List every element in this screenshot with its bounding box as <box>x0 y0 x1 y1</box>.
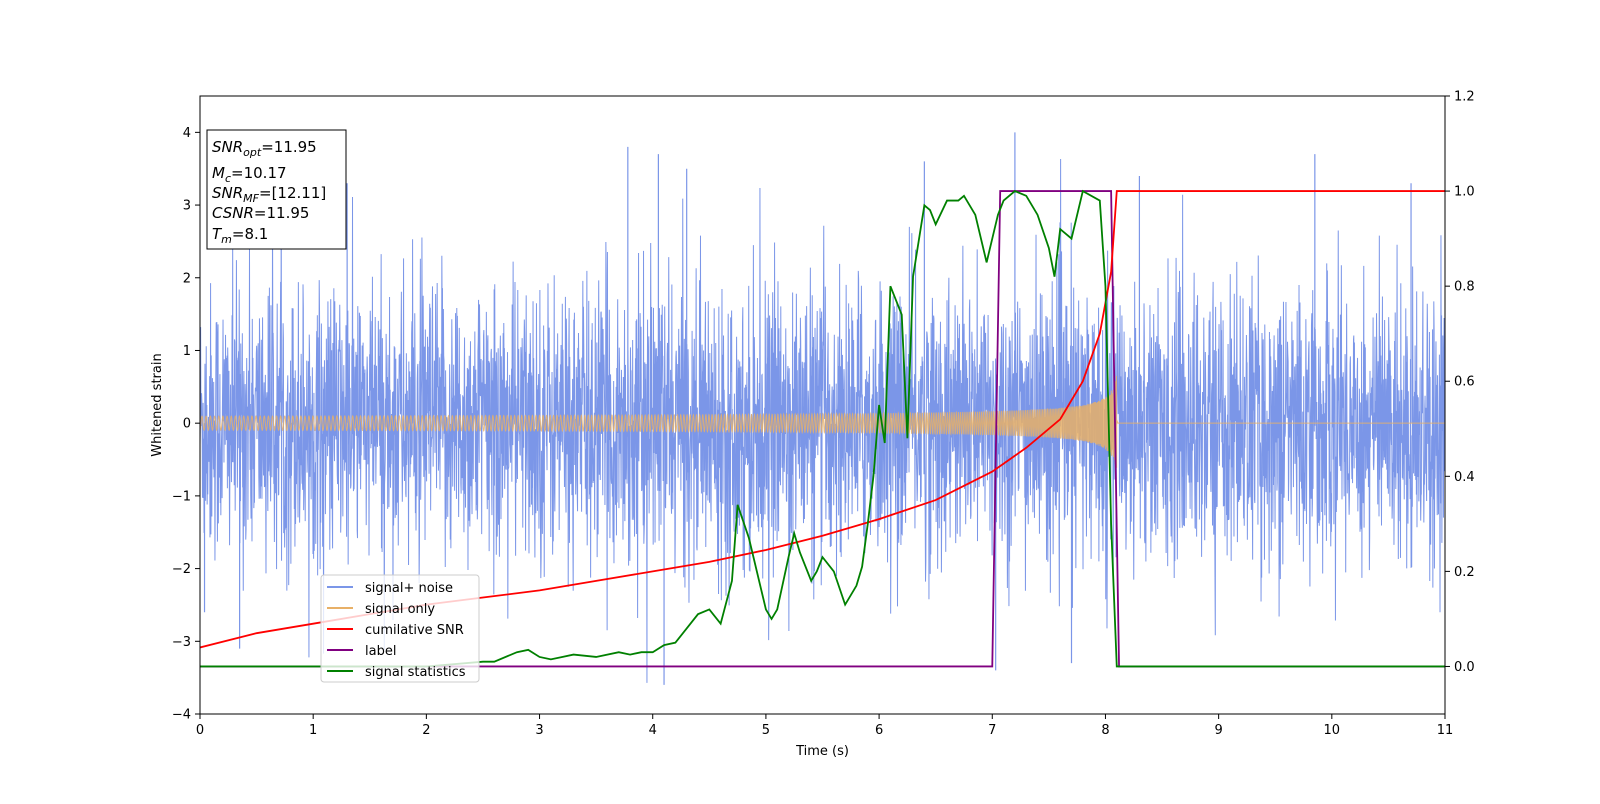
x-tick-label: 10 <box>1324 723 1341 738</box>
y-right-tick-label: 1.2 <box>1454 90 1475 105</box>
y-left-tick-label: 3 <box>183 199 191 214</box>
annotation-line: CSNR=11.95 <box>212 204 309 222</box>
annotation-line: Mc=10.17 <box>212 164 287 185</box>
signal-statistics-line <box>200 189 1445 668</box>
legend-label: label <box>365 644 396 659</box>
x-axis-label: Time (s) <box>795 744 849 759</box>
x-tick-label: 6 <box>875 723 883 738</box>
legend-label: signal only <box>365 602 435 617</box>
x-tick-label: 3 <box>535 723 543 738</box>
y-left-tick-label: 0 <box>183 417 191 432</box>
x-tick-label: 11 <box>1437 723 1454 738</box>
legend-frame <box>320 574 480 683</box>
axes: 0 1 2 3 4 5 6 7 8 9 10 11 −4 −3 −2 −1 0 1 2 3 4 0.0 0.2 0.4 0.6 0… <box>172 90 1475 739</box>
stats-annotation-box: SNRopt=11.95 Mc=10.17SNRMF=[12.11]CSNR=11… <box>206 129 347 250</box>
series-signal-only <box>200 375 1445 468</box>
x-tick-label: 2 <box>422 723 430 738</box>
annotation-line: Tm=8.1 <box>212 225 268 246</box>
annotation-line: SNRopt=11.95 <box>212 138 317 159</box>
x-tick-label: 8 <box>1101 723 1109 738</box>
y-left-tick-label: −2 <box>172 562 191 577</box>
annotation-line: SNRMF=[12.11] <box>212 184 326 205</box>
y-left-tick-label: −4 <box>172 708 191 723</box>
series-signal-noise <box>200 132 1445 685</box>
y-right-tick-label: 0.0 <box>1454 660 1475 675</box>
y-left-tick-label: 4 <box>183 126 191 141</box>
x-tick-label: 9 <box>1214 723 1222 738</box>
y-axis-label: Whitened strain <box>150 353 165 456</box>
annotation-frame <box>206 129 347 250</box>
y-right-tick-label: 0.4 <box>1454 470 1475 485</box>
x-tick-label: 5 <box>762 723 770 738</box>
legend-label: signal+ noise <box>365 581 453 596</box>
y-left-tick-label: 2 <box>183 271 191 286</box>
y-left-tick-label: 1 <box>183 344 191 359</box>
x-tick-label: 7 <box>988 723 996 738</box>
y-left-tick-label: −3 <box>172 635 191 650</box>
x-tick-label: 4 <box>649 723 657 738</box>
y-left-tick-label: −1 <box>172 489 191 504</box>
plot-frame <box>199 95 1446 715</box>
x-tick-label: 0 <box>196 723 204 738</box>
legend-label: cumilative SNR <box>365 623 464 638</box>
legend: signal+ noise signal only cumilative SNR la… <box>320 574 480 683</box>
x-tick-label: 1 <box>309 723 317 738</box>
legend-label: signal statistics <box>365 665 466 680</box>
y-right-tick-label: 1.0 <box>1454 185 1475 200</box>
y-right-tick-label: 0.8 <box>1454 280 1475 295</box>
y-right-tick-label: 0.2 <box>1454 565 1475 580</box>
signal-only-line <box>200 375 1445 468</box>
y-right-tick-label: 0.6 <box>1454 375 1475 390</box>
